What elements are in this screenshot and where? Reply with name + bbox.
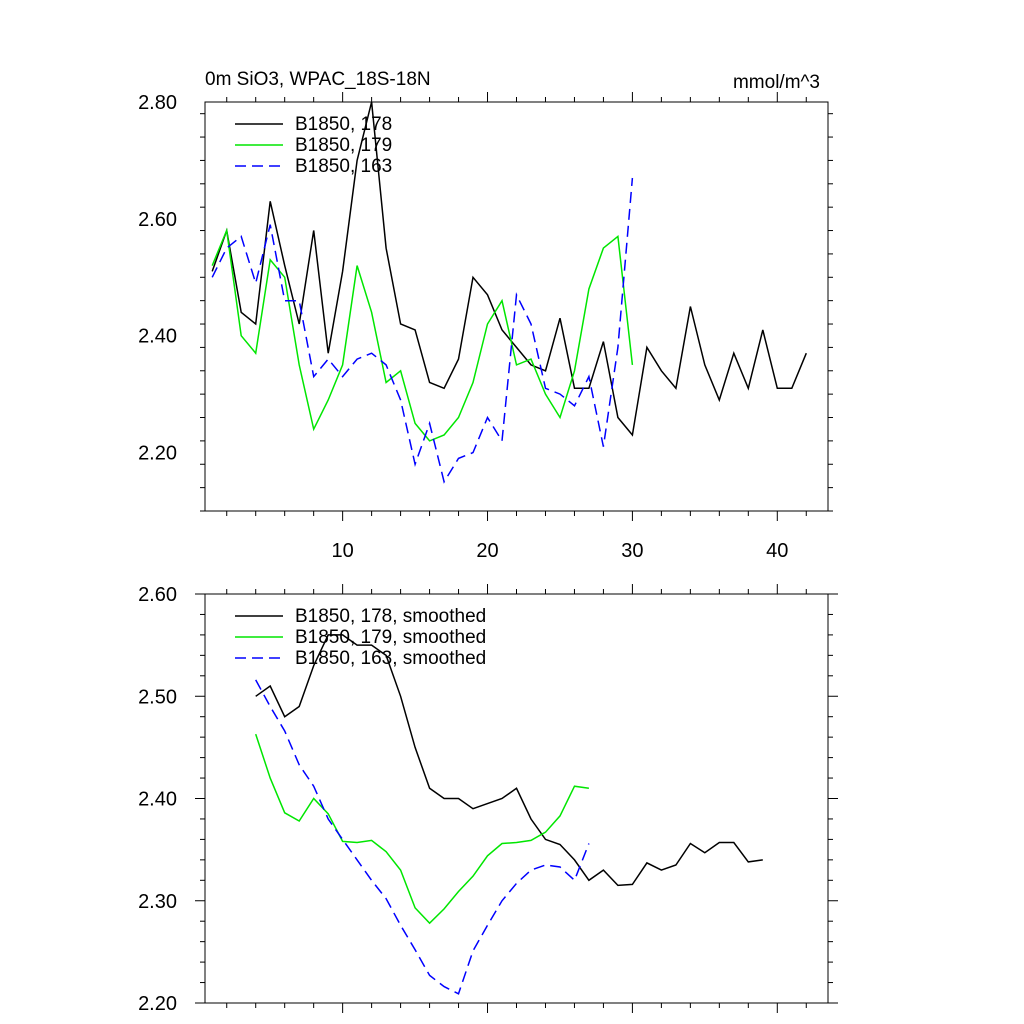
x-tick-label: 20: [476, 540, 498, 562]
series-line-1: [255, 634, 763, 887]
series-line-3: [255, 679, 590, 995]
legend-label: B1850, 163: [295, 156, 392, 177]
series-line-2: [211, 227, 634, 442]
series-line-1: [211, 101, 807, 437]
series-line-3: [211, 177, 634, 484]
x-tick-label: 10: [332, 540, 354, 562]
y-tick-label: 2.20: [138, 443, 177, 465]
legend-label: B1850, 178: [295, 114, 392, 135]
y-tick-label: 2.40: [138, 789, 177, 811]
top-panel: 2.20 2.40 2.60 2.80 10 20 30 40 0m SiO3, WPAC_18…: [138, 69, 833, 562]
y-tick-label: 2.60: [138, 584, 177, 606]
y-tick-label: 2.80: [138, 92, 177, 114]
y-tick-label: 2.30: [138, 891, 177, 913]
y-tick-label: 2.20: [138, 993, 177, 1015]
units-label: mmol/m^3: [733, 72, 820, 93]
legend-label: B1850, 178, smoothed: [295, 606, 486, 627]
legend-label: B1850, 163, smoothed: [295, 648, 486, 669]
legend-label: B1850, 179, smoothed: [295, 627, 486, 648]
bottom-panel: 2.20 2.30 2.40 2.50 2.60 B1850, 178, smoothed…: [138, 584, 838, 1015]
x-tick-label: 30: [621, 540, 643, 562]
y-tick-label: 2.40: [138, 326, 177, 348]
y-tick-label: 2.60: [138, 209, 177, 231]
x-tick-label: 40: [766, 540, 788, 562]
y-tick-label: 2.50: [138, 686, 177, 708]
series-line-2: [254, 733, 590, 925]
chart-title: 0m SiO3, WPAC_18S-18N: [205, 69, 431, 90]
legend-label: B1850, 179: [295, 135, 392, 156]
